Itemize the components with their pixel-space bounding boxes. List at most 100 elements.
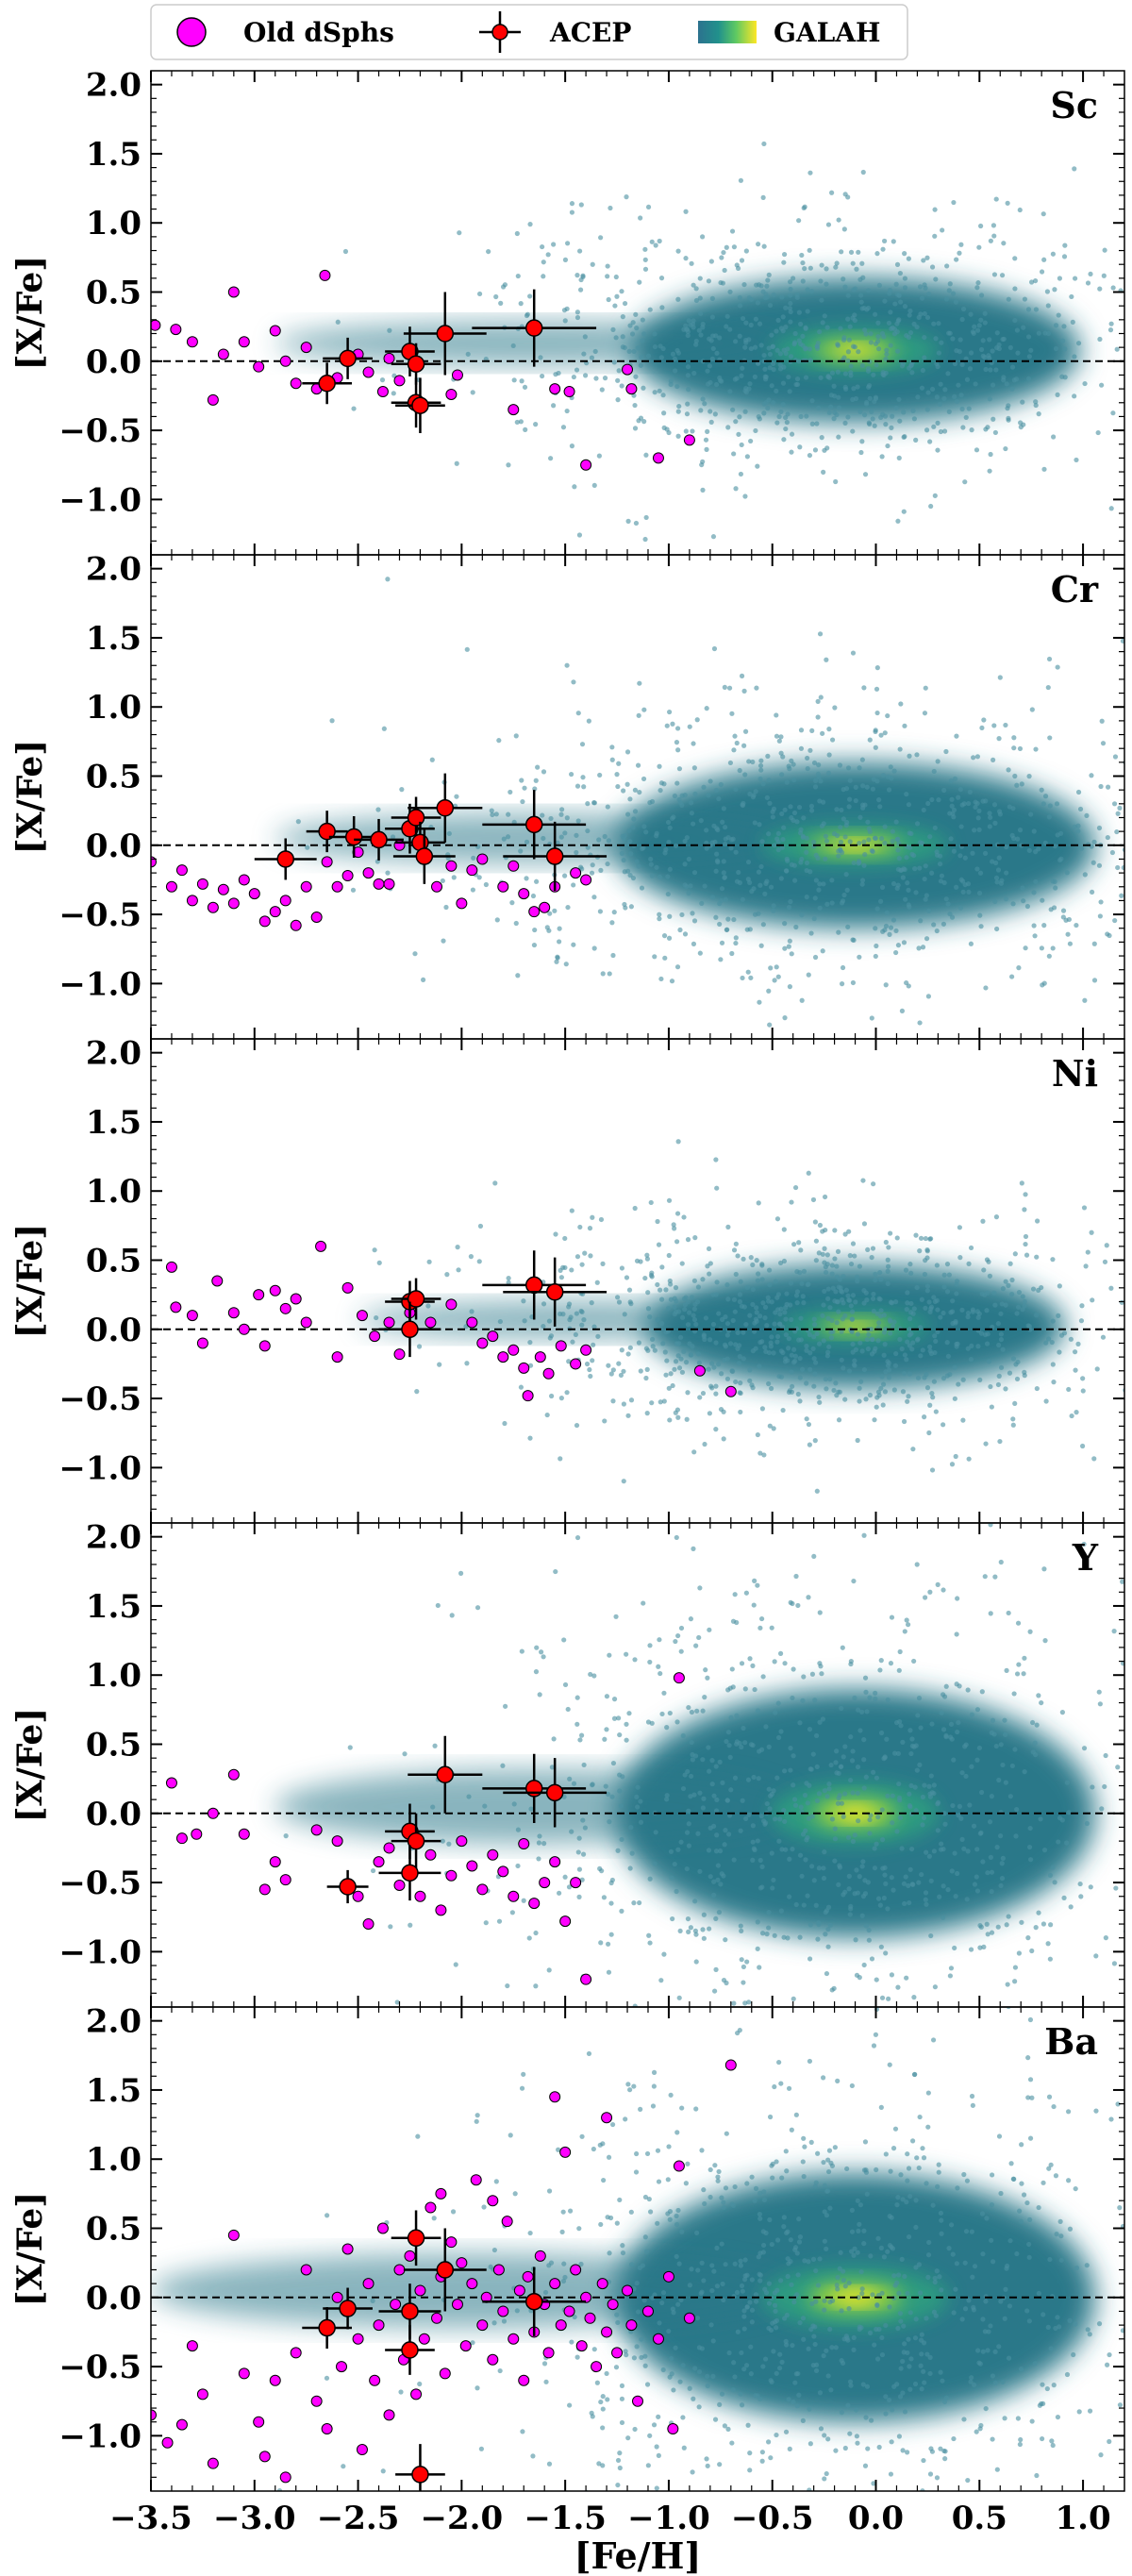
galah-star xyxy=(746,1812,752,1817)
galah-star xyxy=(1036,1693,1041,1698)
galah-star xyxy=(1060,908,1067,913)
galah-star xyxy=(766,345,772,351)
galah-star xyxy=(493,293,499,300)
galah-star xyxy=(741,688,747,694)
galah-star xyxy=(859,439,865,444)
galah-star xyxy=(842,371,849,376)
galah-star xyxy=(558,1275,564,1280)
galah-star xyxy=(435,1602,441,1609)
galah-star xyxy=(814,2114,819,2118)
galah-star xyxy=(863,1774,869,1780)
galah-star xyxy=(830,1285,836,1291)
galah-star xyxy=(848,370,854,376)
galah-star xyxy=(906,902,911,908)
galah-star xyxy=(652,954,658,960)
galah-star xyxy=(674,1888,679,1895)
galah-star xyxy=(500,1763,506,1768)
galah-star xyxy=(1025,307,1032,312)
galah-star xyxy=(809,398,815,404)
galah-star xyxy=(618,1372,624,1379)
galah-star xyxy=(924,1901,929,1907)
acep-series xyxy=(326,1735,608,1904)
galah-star xyxy=(1085,1249,1090,1255)
galah-star xyxy=(827,2300,833,2305)
galah-star xyxy=(872,1846,877,1851)
galah-star xyxy=(1046,814,1052,820)
galah-star xyxy=(842,1397,848,1402)
galah-star xyxy=(824,1794,830,1799)
galah-star xyxy=(1109,849,1116,856)
galah-star xyxy=(620,314,625,320)
galah-star xyxy=(752,1329,757,1334)
galah-star xyxy=(974,1847,980,1852)
old-dsph-point xyxy=(424,1316,437,1329)
galah-star xyxy=(987,1819,993,1825)
galah-star xyxy=(877,1269,883,1276)
old-dsph-point xyxy=(456,1835,468,1848)
galah-star xyxy=(926,291,932,297)
galah-star xyxy=(812,1219,818,1225)
galah-star xyxy=(978,346,985,353)
galah-star xyxy=(721,2200,726,2205)
galah-star xyxy=(872,2342,877,2348)
galah-star xyxy=(827,1376,833,1382)
galah-star xyxy=(996,2133,1003,2139)
galah-star xyxy=(608,1932,614,1937)
galah-star xyxy=(708,419,714,425)
galah-star xyxy=(643,829,649,835)
galah-star xyxy=(862,327,868,333)
galah-star xyxy=(607,971,612,977)
galah-star xyxy=(909,1736,915,1742)
galah-star xyxy=(839,1357,844,1363)
galah-star xyxy=(929,386,936,393)
galah-star xyxy=(661,933,668,939)
galah-core-peak xyxy=(837,1323,874,1330)
galah-star xyxy=(844,2166,850,2172)
galah-star xyxy=(750,1286,756,1293)
galah-star xyxy=(1013,1833,1019,1839)
galah-star xyxy=(1005,200,1010,206)
galah-star xyxy=(596,837,602,843)
galah-star xyxy=(801,1674,807,1680)
galah-star xyxy=(425,1303,431,1309)
galah-star xyxy=(691,282,696,288)
galah-star xyxy=(817,2390,824,2396)
galah-star xyxy=(658,780,665,786)
galah-star xyxy=(566,1359,572,1364)
galah-star xyxy=(762,374,768,379)
galah-star xyxy=(914,821,921,827)
galah-star xyxy=(681,2049,686,2053)
galah-star xyxy=(968,1357,974,1363)
legend-old-dsphs-label: Old dSphs xyxy=(243,17,394,48)
galah-star xyxy=(510,343,516,349)
galah-star xyxy=(1026,2318,1032,2324)
galah-star xyxy=(929,1391,935,1397)
galah-star xyxy=(736,1361,742,1366)
galah-star xyxy=(671,1222,676,1228)
galah-star xyxy=(766,1349,773,1356)
galah-star xyxy=(812,778,819,783)
galah-star xyxy=(914,1562,920,1567)
galah-star xyxy=(894,292,900,297)
galah-star xyxy=(1007,1370,1013,1376)
galah-star xyxy=(1006,296,1011,302)
galah-star xyxy=(1095,429,1101,436)
galah-star xyxy=(998,1742,1004,1748)
galah-star xyxy=(821,1865,826,1871)
galah-star xyxy=(835,1800,841,1806)
galah-star xyxy=(939,340,944,345)
galah-star xyxy=(791,276,796,281)
galah-star xyxy=(693,1321,699,1328)
galah-star xyxy=(848,1659,854,1664)
galah-star xyxy=(931,321,937,326)
galah-star xyxy=(931,1379,938,1384)
galah-star xyxy=(644,2382,651,2387)
galah-star xyxy=(651,2422,658,2428)
galah-star xyxy=(886,1367,892,1373)
galah-star xyxy=(1040,211,1046,217)
galah-star xyxy=(782,1359,789,1364)
galah-star xyxy=(710,2338,716,2344)
galah-star xyxy=(772,1659,777,1664)
galah-star xyxy=(679,1261,685,1266)
galah-star xyxy=(1053,345,1059,352)
